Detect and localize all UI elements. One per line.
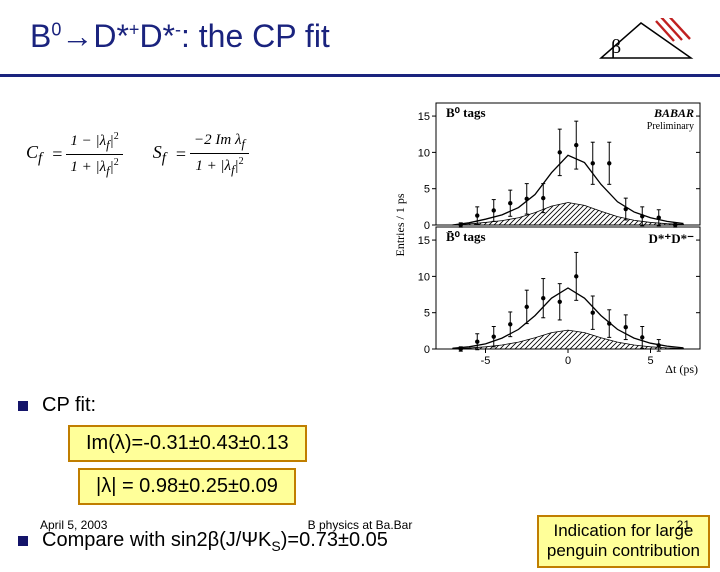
cp-fit-chart: Entries / 1 ps 0 5 10 15 B⁰ tags BABARPrelimin…: [392, 97, 708, 382]
bullet-icon: [18, 401, 28, 411]
indication-line: penguin contribution: [547, 541, 700, 561]
result-abs-lambda: |λ| = 0.98±0.25±0.09: [78, 468, 296, 505]
svg-text:D*⁺D*⁻: D*⁺D*⁻: [649, 231, 695, 246]
svg-text:0: 0: [565, 355, 571, 367]
beta-triangle: β: [596, 18, 696, 64]
svg-text:0: 0: [424, 344, 430, 356]
footer-date: April 5, 2003: [40, 518, 107, 532]
svg-text:5: 5: [424, 308, 430, 320]
bullet-cp-fit: CP fit:: [18, 394, 694, 417]
page-title: B0→D*+D*-: the CP fit: [30, 18, 330, 55]
svg-text:Preliminary: Preliminary: [647, 121, 694, 132]
svg-text:15: 15: [418, 235, 430, 247]
bullet-compare: Compare with sin2β(J/ΨKS)=0.73±0.05: [18, 529, 527, 554]
bullet-label: CP fit:: [42, 394, 96, 417]
svg-text:0: 0: [424, 220, 430, 232]
svg-text:15: 15: [418, 111, 430, 123]
svg-text:BABAR: BABAR: [653, 106, 694, 120]
svg-text:Entries / 1 ps: Entries / 1 ps: [393, 193, 407, 256]
svg-text:B⁰ tags: B⁰ tags: [446, 105, 486, 120]
footer-page: 21: [677, 518, 690, 532]
footer-title: B physics at Ba.Bar: [308, 518, 413, 532]
bullet-icon: [18, 536, 28, 546]
result-im-lambda: Im(λ)=-0.31±0.43±0.13: [68, 425, 307, 462]
compare-text: Compare with sin2β(J/ΨKS)=0.73±0.05: [42, 529, 388, 554]
formula-sf: Sf= −2 Im λf1 + |λf|2: [153, 132, 249, 178]
svg-text:5: 5: [424, 184, 430, 196]
formula-block: Cf= 1 − |λf|21 + |λf|2 Sf= −2 Im λf1 + |…: [20, 97, 249, 179]
beta-label: β: [611, 36, 621, 58]
svg-text:Δt (ps): Δt (ps): [665, 362, 698, 376]
svg-text:B̄⁰ tags: B̄⁰ tags: [446, 229, 486, 244]
svg-text:10: 10: [418, 271, 430, 283]
footer: April 5, 2003 B physics at Ba.Bar 21: [0, 518, 720, 532]
svg-text:5: 5: [647, 355, 653, 367]
formula-cf: Cf= 1 − |λf|21 + |λf|2: [26, 131, 123, 179]
svg-text:-5: -5: [481, 355, 491, 367]
svg-text:10: 10: [418, 147, 430, 159]
